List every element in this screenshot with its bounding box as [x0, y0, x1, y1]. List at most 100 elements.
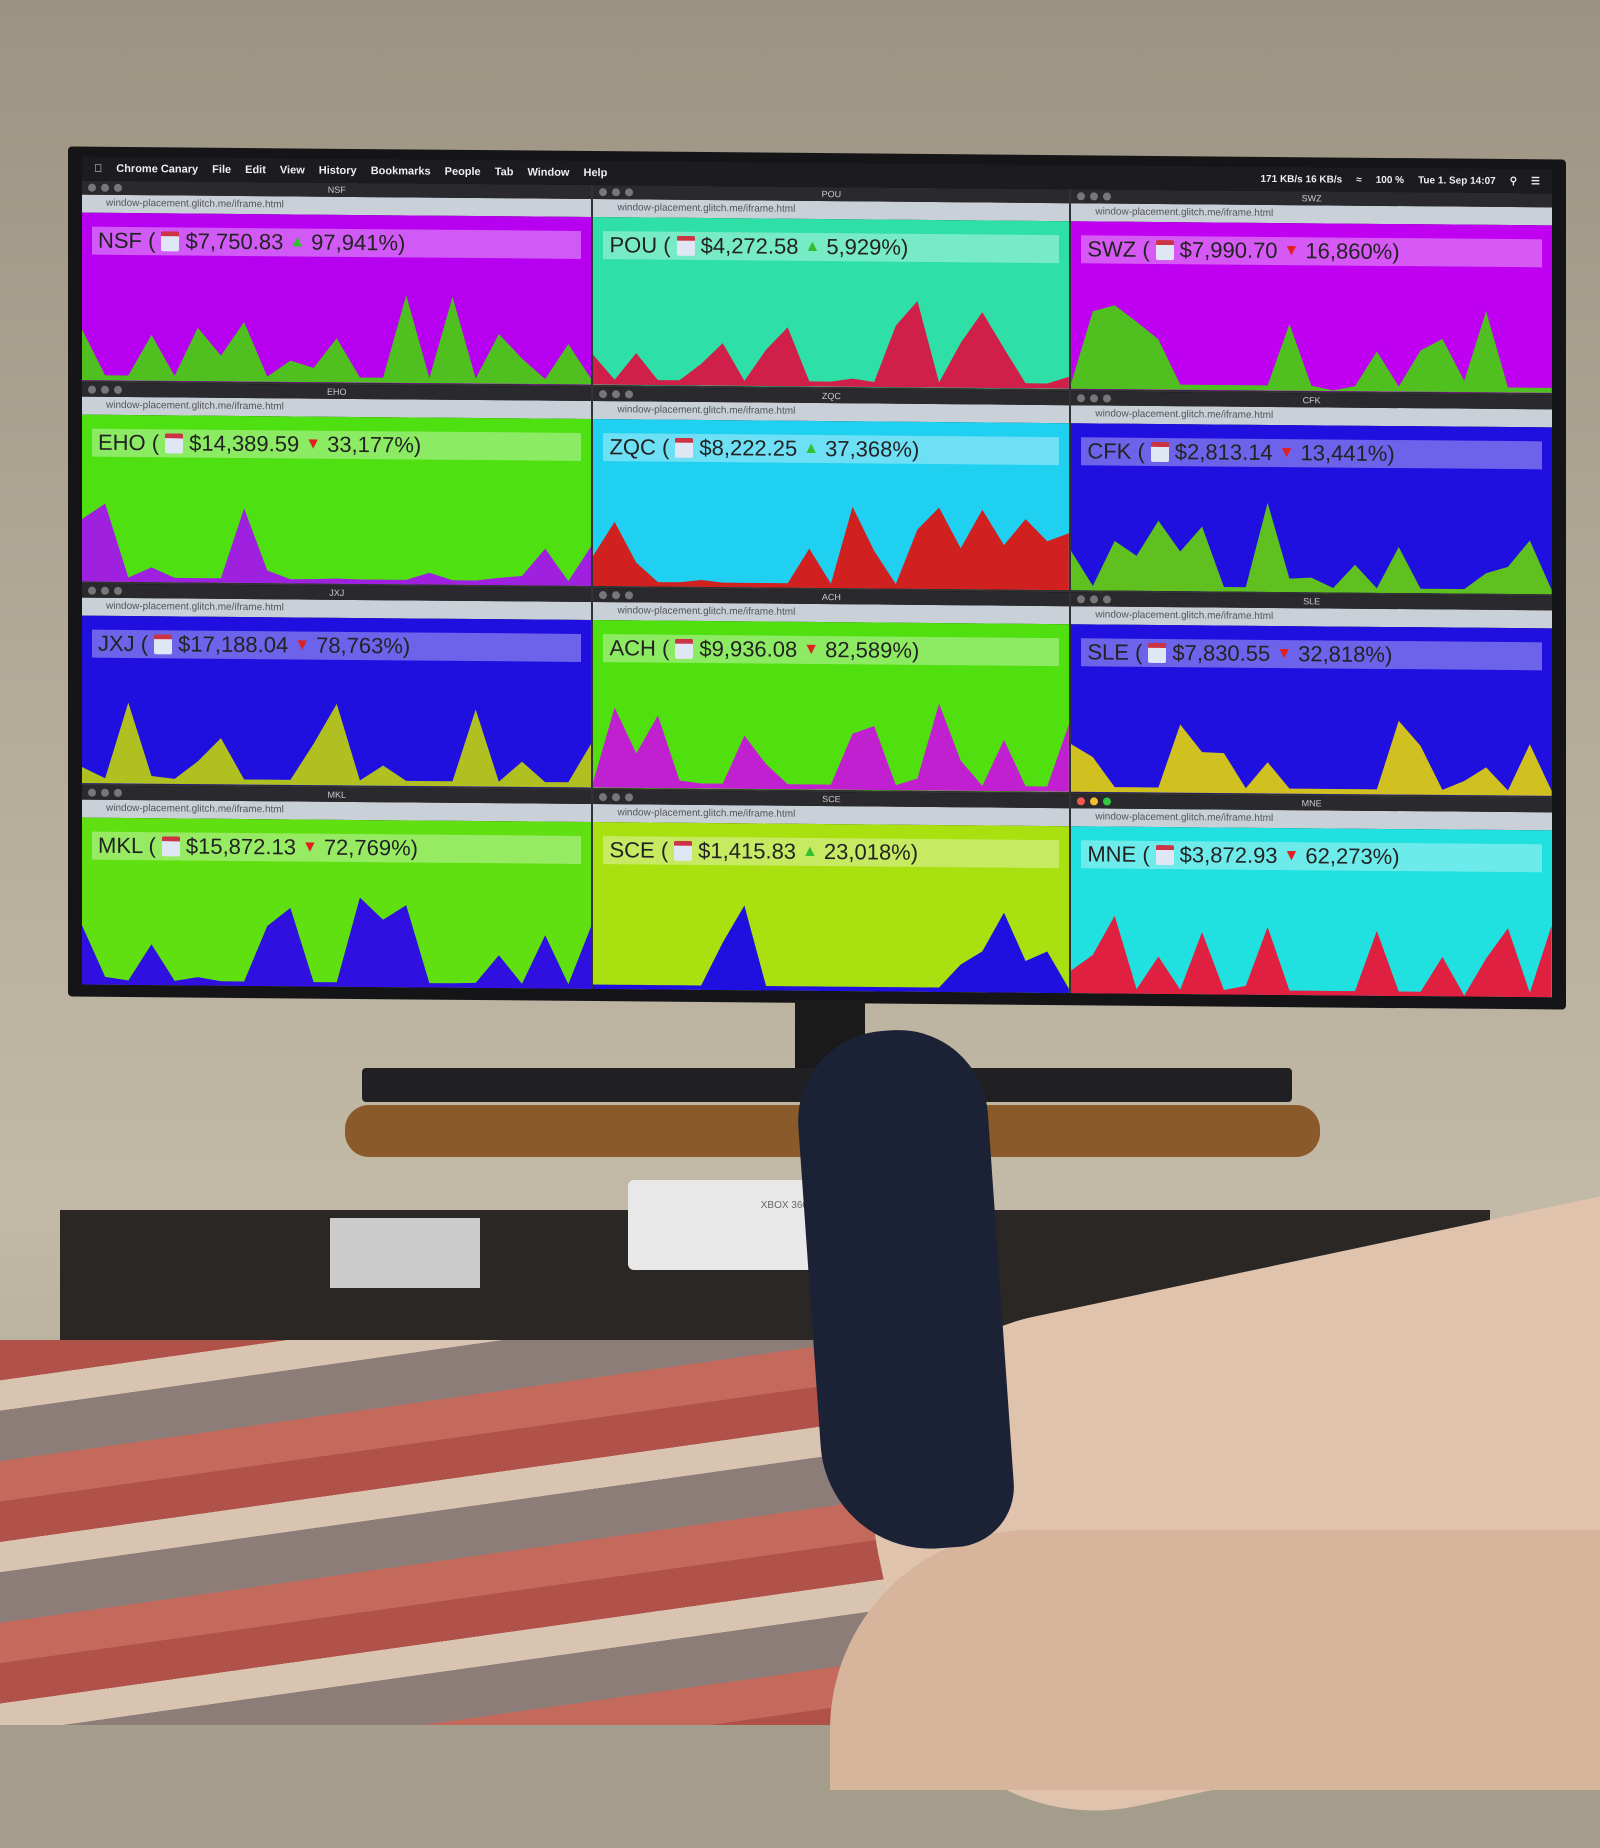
maximize-button[interactable] [625, 188, 634, 197]
window-title: SLE [1303, 596, 1321, 607]
minimize-button[interactable] [612, 792, 621, 801]
menu-app[interactable]: Chrome Canary [108, 162, 198, 176]
ticker-change: 82,589%) [825, 637, 920, 663]
maximize-button[interactable] [625, 591, 634, 600]
price-area [593, 703, 1070, 792]
close-button[interactable] [599, 389, 608, 398]
maximize-button[interactable] [1103, 393, 1112, 403]
browser-window-zqc[interactable]: ZQC window-placement.glitch.me/iframe.ht… [593, 386, 1070, 591]
price-chart [593, 703, 1070, 792]
maximize-button[interactable] [114, 586, 122, 595]
minimize-button[interactable] [612, 188, 621, 197]
browser-window-swz[interactable]: SWZ window-placement.glitch.me/iframe.ht… [1071, 189, 1552, 393]
window-title: NSF [327, 184, 346, 195]
battery-status[interactable]: 100 % [1375, 174, 1405, 186]
ticker-content: POU ( $4,272.58 ▲ 5,929%) [593, 217, 1070, 389]
browser-window-mkl[interactable]: MKL window-placement.glitch.me/iframe.ht… [82, 785, 592, 990]
minimize-button[interactable] [612, 389, 621, 398]
close-button[interactable] [1077, 796, 1086, 805]
close-button[interactable] [88, 788, 96, 797]
ticker-bar: SWZ ( $7,990.70 ▼ 16,860%) [1081, 235, 1542, 268]
minimize-button[interactable] [1090, 796, 1099, 805]
minimize-button[interactable] [101, 183, 109, 192]
calendar-icon [165, 432, 184, 453]
close-button[interactable] [599, 591, 608, 600]
menu-view[interactable]: View [271, 164, 305, 177]
minimize-button[interactable] [612, 591, 621, 600]
list-icon[interactable]: ☰ [1531, 175, 1540, 187]
maximize-button[interactable] [625, 792, 634, 801]
window-title: ZQC [821, 390, 841, 401]
ticker-bar: ZQC ( $8,222.25 ▲ 37,368%) [603, 432, 1060, 465]
ticker-change: 62,273%) [1305, 842, 1400, 869]
close-button[interactable] [1077, 393, 1086, 402]
ticker-change: 16,860%) [1305, 238, 1400, 265]
maximize-button[interactable] [114, 183, 122, 192]
calendar-icon [161, 835, 180, 856]
maximize-button[interactable] [114, 788, 122, 797]
close-button[interactable] [1077, 595, 1086, 604]
ticker-price: $15,872.13 [185, 832, 296, 859]
price-area [593, 300, 1070, 389]
window-title: MKL [327, 789, 346, 800]
browser-window-nsf[interactable]: NSF window-placement.glitch.me/iframe.ht… [82, 180, 592, 385]
wifi-icon[interactable]: ≈ [1356, 174, 1362, 186]
maximize-button[interactable] [625, 389, 634, 398]
price-area [1071, 502, 1552, 595]
price-area [82, 897, 592, 990]
close-button[interactable] [1077, 192, 1086, 201]
ticker-symbol: MNE ( [1087, 840, 1150, 867]
minimize-button[interactable] [101, 385, 109, 394]
minimize-button[interactable] [1090, 393, 1099, 402]
menu-tab[interactable]: Tab [486, 166, 514, 179]
browser-window-ach[interactable]: ACH window-placement.glitch.me/iframe.ht… [593, 588, 1070, 792]
browser-window-eho[interactable]: EHO window-placement.glitch.me/iframe.ht… [82, 382, 592, 587]
price-chart [593, 905, 1070, 994]
triangle-down-icon: ▼ [1276, 645, 1293, 663]
menu-window[interactable]: Window [519, 166, 569, 179]
price-area [593, 905, 1070, 994]
search-icon[interactable]: ⚲ [1509, 175, 1518, 187]
minimize-button[interactable] [101, 586, 109, 595]
browser-window-sce[interactable]: SCE window-placement.glitch.me/iframe.ht… [593, 789, 1070, 994]
ticker-price: $7,990.70 [1179, 237, 1278, 264]
browser-window-sle[interactable]: SLE window-placement.glitch.me/iframe.ht… [1071, 592, 1552, 796]
menu-file[interactable]: File [203, 163, 231, 176]
ticker-bar: POU ( $4,272.58 ▲ 5,929%) [603, 231, 1060, 264]
maximize-button[interactable] [114, 385, 122, 394]
calendar-icon [1155, 239, 1174, 261]
maximize-button[interactable] [1103, 796, 1112, 806]
close-button[interactable] [599, 792, 608, 801]
ticker-symbol: SWZ ( [1087, 236, 1150, 262]
window-title: MNE [1301, 797, 1322, 808]
menu-edit[interactable]: Edit [236, 163, 266, 177]
calendar-icon [161, 231, 180, 252]
menu-help[interactable]: Help [575, 166, 608, 180]
close-button[interactable] [599, 188, 608, 197]
ticker-price: $3,872.93 [1179, 841, 1278, 868]
minimize-button[interactable] [1090, 595, 1099, 604]
browser-window-jxj[interactable]: JXJ window-placement.glitch.me/iframe.ht… [82, 583, 592, 788]
close-button[interactable] [88, 586, 96, 595]
browser-window-pou[interactable]: POU window-placement.glitch.me/iframe.ht… [593, 185, 1070, 389]
menu-history[interactable]: History [310, 164, 357, 177]
minimize-button[interactable] [101, 788, 109, 797]
leg [830, 1530, 1600, 1790]
menu-bookmarks[interactable]: Bookmarks [362, 165, 431, 178]
ticker-content: ACH ( $9,936.08 ▼ 82,589%) [593, 620, 1070, 792]
minimize-button[interactable] [1090, 192, 1099, 201]
ticker-change: 13,441%) [1300, 439, 1395, 466]
clock[interactable]: Tue 1. Sep 14:07 [1418, 174, 1496, 187]
close-button[interactable] [88, 385, 96, 394]
ticker-content: NSF ( $7,750.83 ▲ 97,941%) [82, 212, 592, 385]
close-button[interactable] [88, 183, 96, 192]
ticker-symbol: CFK ( [1087, 437, 1145, 464]
maximize-button[interactable] [1103, 192, 1112, 201]
triangle-down-icon: ▼ [1278, 443, 1295, 461]
apple-icon[interactable]:  [94, 163, 102, 175]
menu-people[interactable]: People [436, 165, 481, 178]
browser-window-cfk[interactable]: CFK window-placement.glitch.me/iframe.ht… [1071, 390, 1552, 595]
browser-window-mne[interactable]: MNE window-placement.glitch.me/iframe.ht… [1071, 793, 1552, 998]
maximize-button[interactable] [1103, 595, 1112, 604]
ticker-content: SCE ( $1,415.83 ▲ 23,018%) [593, 821, 1070, 994]
